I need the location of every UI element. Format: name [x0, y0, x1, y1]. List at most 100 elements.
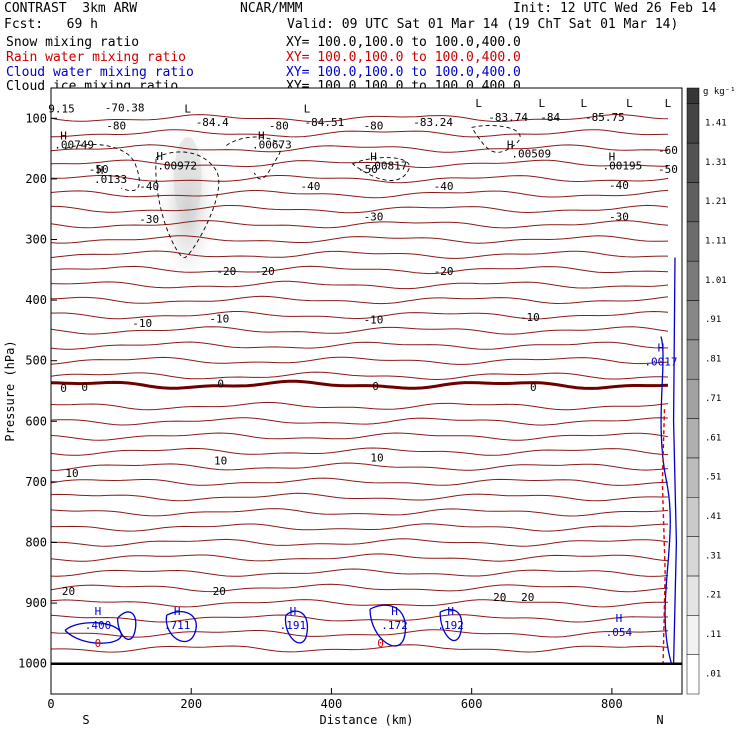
cloud-water-contour — [439, 608, 463, 642]
high-marker: H — [156, 150, 163, 163]
isotherm-line — [50, 417, 669, 426]
high-marker: H — [507, 138, 514, 151]
colorbar-tick-label: 1.11 — [705, 237, 727, 247]
isotherm-line — [50, 280, 669, 290]
isotherm-line — [51, 523, 669, 532]
isotherm-line — [50, 189, 669, 199]
colorbar-segment — [686, 300, 700, 341]
cloud-water-contour — [369, 604, 407, 647]
isotherm-label: -10 — [209, 312, 229, 325]
plot-area — [51, 88, 682, 694]
isotherm-label: -84.51 — [305, 116, 345, 129]
cloud-water-high-marker: H — [616, 612, 623, 625]
isotherm-line — [50, 371, 669, 381]
colorbar-segment — [686, 182, 700, 223]
cloud-water-max-value: .711 — [164, 619, 191, 632]
y-tick-label: 300 — [25, 233, 47, 247]
low-marker: L — [304, 103, 311, 116]
cloud-water-contour — [672, 257, 678, 664]
isotherm-label: -20 — [255, 265, 275, 278]
cloud-ice-contour — [64, 143, 140, 192]
y-tick-label: 400 — [25, 293, 47, 307]
isotherm-label: 20 — [493, 591, 506, 604]
colorbar-tick-label: 1.31 — [705, 158, 727, 168]
x-tick-label: 800 — [601, 697, 623, 711]
cloud-water-contour — [660, 336, 673, 664]
colorbar-tick-label: .91 — [705, 315, 721, 325]
isotherm-line — [50, 326, 669, 335]
isotherm-line — [51, 204, 669, 214]
colorbar-tick-label: .01 — [705, 669, 721, 679]
isotherm-label: -10 — [132, 317, 152, 330]
rain-value: 0 — [95, 637, 102, 650]
isotherm-line — [50, 250, 668, 259]
x-tick-label: 200 — [180, 697, 202, 711]
y-tick-label: 800 — [25, 536, 47, 550]
rain-contour — [661, 409, 666, 664]
isotherm-line — [50, 265, 669, 275]
isotherm-line — [50, 644, 669, 653]
isotherm-line — [50, 447, 669, 456]
cloud-ice-contour — [352, 157, 410, 181]
extremum-value: .00972 — [157, 160, 197, 173]
isotherm-line — [50, 583, 669, 593]
y-tick-label: 200 — [25, 172, 47, 186]
colorbar-segment — [686, 378, 700, 419]
colorbar-segment — [686, 457, 700, 498]
isotherm-line — [50, 144, 669, 153]
colorbar-segment — [686, 142, 700, 183]
cloud-ice-contour — [471, 125, 521, 153]
model-title: CONTRAST 3km ARW — [4, 1, 138, 16]
extremum-value: .00749 — [54, 138, 94, 151]
isotherm-line — [50, 477, 669, 486]
colorbar-segment — [686, 221, 700, 262]
plot-frame — [50, 87, 683, 695]
north-label: N — [656, 713, 663, 727]
x-tick-label: 600 — [461, 697, 483, 711]
extremum-value: .00509 — [511, 147, 551, 160]
colorbar-segment — [686, 418, 700, 459]
colorbar-tick-label: 1.01 — [705, 276, 727, 286]
isotherm-line — [51, 129, 669, 138]
isotherm-label: 20 — [62, 585, 75, 598]
y-tick-label: 500 — [25, 354, 47, 368]
isotherm-line — [50, 599, 669, 608]
colorbar-segment — [686, 496, 700, 537]
extremum-value: .0133 — [94, 173, 127, 186]
isotherm-line — [50, 220, 669, 229]
isotherm-label: -84 — [540, 111, 560, 124]
isotherm-line — [50, 356, 669, 365]
zero-isotherm — [50, 379, 669, 390]
isotherm-line — [50, 492, 668, 502]
isotherm-line — [50, 462, 669, 471]
isotherm-label: -30 — [364, 210, 384, 223]
colorbar-tick-label: .41 — [705, 512, 721, 522]
field-label-rain: Rain water mixing ratio — [6, 50, 187, 65]
high-marker: H — [60, 129, 67, 142]
cloud-water-high-marker: H — [290, 605, 297, 618]
extremum-value: .00195 — [603, 160, 643, 173]
colorbar-tick-label: 1.41 — [705, 118, 727, 128]
low-marker: L — [475, 97, 482, 110]
rain-value: 0 — [377, 637, 384, 650]
colorbar-tick-label: .51 — [705, 473, 721, 483]
extremum-value: .00673 — [252, 138, 292, 151]
cloud-water-max-value: .172 — [381, 619, 408, 632]
isotherm-label: -50 — [89, 163, 109, 176]
isotherm-label: 20 — [213, 585, 226, 598]
isotherm-label: 10 — [65, 467, 78, 480]
isotherm-line — [50, 568, 669, 577]
colorbar-tick-label: .31 — [705, 551, 721, 561]
isotherm-label: -40 — [139, 180, 159, 193]
low-marker: L — [538, 97, 545, 110]
high-marker: H — [97, 164, 104, 177]
isotherm-line — [51, 174, 669, 184]
valid-time: Valid: 09 UTC Sat 01 Mar 14 (19 ChT Sat … — [287, 17, 679, 32]
cloud-water-contour — [116, 611, 137, 640]
isotherm-label: -10 — [520, 311, 540, 324]
colorbar-segment — [686, 575, 700, 616]
isotherm-label: -80 — [269, 120, 289, 133]
y-tick-label: 1000 — [18, 657, 47, 671]
cloud-water-high-marker: H — [391, 605, 398, 618]
